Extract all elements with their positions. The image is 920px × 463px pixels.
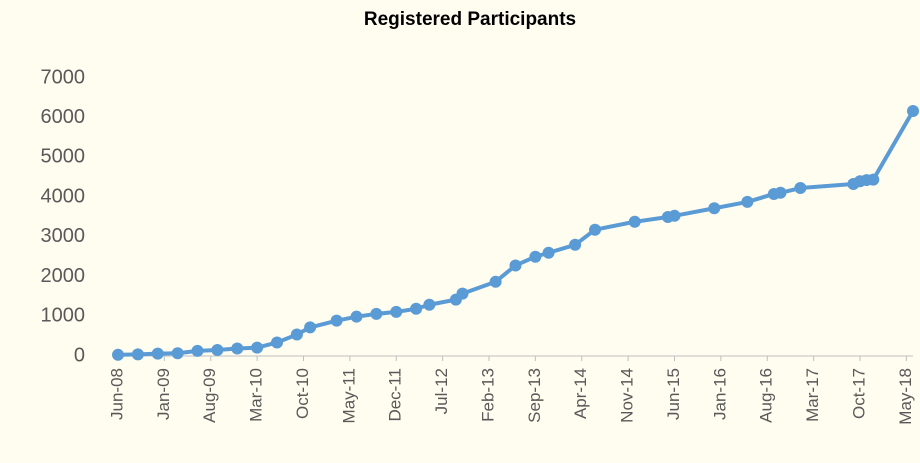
y-tick-label: 5000 xyxy=(41,146,86,168)
data-point xyxy=(489,275,502,288)
x-tick-label: May-11 xyxy=(339,368,358,423)
data-point xyxy=(509,259,522,272)
data-point xyxy=(304,321,317,334)
data-point xyxy=(251,341,264,354)
data-point xyxy=(390,305,403,318)
chart-title: Registered Participants xyxy=(364,9,576,30)
y-tick-label: 0 xyxy=(74,344,85,366)
x-tick-label: Jan-16 xyxy=(710,368,729,420)
data-point xyxy=(410,302,423,315)
data-point xyxy=(171,347,184,360)
x-tick-label: Aug-09 xyxy=(200,368,219,423)
x-tick-label: Oct-17 xyxy=(849,368,868,419)
x-tick-label: Jun-15 xyxy=(664,368,683,420)
data-point xyxy=(794,182,807,195)
data-line xyxy=(117,109,915,357)
y-tick-label: 7000 xyxy=(41,66,86,88)
data-point xyxy=(211,344,224,357)
x-tick-label: Nov-14 xyxy=(618,368,637,423)
y-tick-label: 3000 xyxy=(41,225,86,247)
x-tick-label: Oct-10 xyxy=(293,368,312,419)
data-point xyxy=(907,104,919,117)
x-tick-label: Jun-08 xyxy=(107,368,126,420)
data-point xyxy=(131,348,144,361)
x-tick-label: Mar-10 xyxy=(247,368,266,422)
x-tick-label: Jul-12 xyxy=(432,368,451,414)
data-point xyxy=(668,209,681,222)
y-tick-label: 2000 xyxy=(41,265,86,287)
data-point xyxy=(628,215,641,228)
data-point xyxy=(774,186,787,199)
data-point xyxy=(350,310,363,323)
data-point xyxy=(231,342,244,355)
y-tick-label: 4000 xyxy=(41,185,86,207)
x-tick-label: Mar-17 xyxy=(803,368,822,422)
data-point xyxy=(370,307,383,320)
data-point xyxy=(456,287,469,300)
y-tick-label: 6000 xyxy=(41,106,86,128)
data-point xyxy=(151,347,164,360)
data-point xyxy=(741,195,754,208)
x-tick-label: Sep-13 xyxy=(525,368,544,423)
data-point xyxy=(290,328,303,341)
x-tick-label: Dec-11 xyxy=(386,368,405,422)
data-point xyxy=(589,223,601,236)
data-point xyxy=(542,246,555,259)
data-point xyxy=(112,348,124,361)
x-tick-label: Aug-16 xyxy=(757,368,776,423)
data-point xyxy=(867,173,880,186)
data-point xyxy=(569,238,582,251)
x-tick-label: Jan-09 xyxy=(154,368,173,420)
x-tick-label: Feb-13 xyxy=(478,368,497,422)
data-point xyxy=(330,314,343,327)
y-tick-label: 1000 xyxy=(41,305,86,327)
data-point xyxy=(423,298,436,311)
x-tick-label: May-18 xyxy=(896,368,915,425)
data-point xyxy=(191,344,204,357)
data-point xyxy=(271,336,283,349)
x-tick-label: Apr-14 xyxy=(571,368,590,419)
data-point xyxy=(708,202,721,215)
data-point xyxy=(529,250,542,263)
